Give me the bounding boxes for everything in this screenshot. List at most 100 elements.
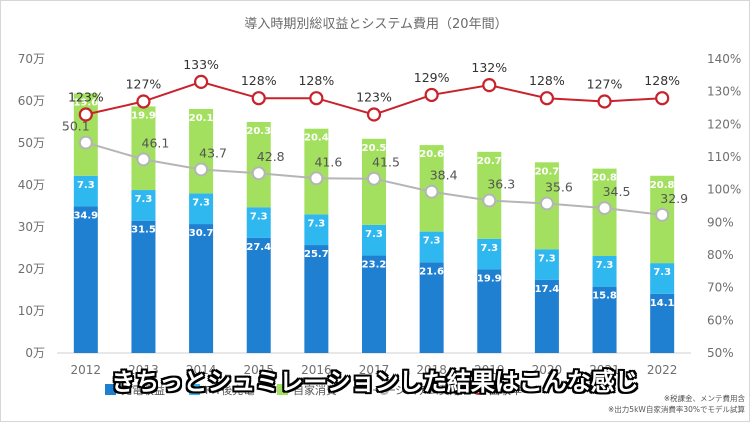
bar-segment-fit-after [419,231,444,263]
recovery-rate-point [251,91,266,106]
bar-segment-fit-after [246,207,271,238]
bar-segment-fit-after [73,175,98,207]
y-right-tick-label: 60% [707,313,734,327]
legend-label: 売電収益 [121,383,165,397]
recovery-rate-label: 127% [587,76,623,91]
y-right-tick-label: 110% [707,150,741,164]
system-cost-point [78,135,93,150]
bar-segment-fit-after [131,190,156,221]
legend-swatch [189,384,200,395]
bar-segment-sales [246,237,271,353]
system-cost-label: 50.1 [62,119,90,134]
bar-segment-label: 7.3 [250,211,268,222]
x-tick-label: 2020 [532,363,563,377]
bar-segment-self-consumption [246,122,271,208]
bar-segment-label: 19.6 [73,97,98,108]
y-right-tick-label: 130% [707,85,741,99]
bar-segment-label: 27.4 [246,242,271,253]
recovery-rate-point [193,74,209,89]
x-tick-label: 2012 [71,363,102,377]
system-cost-point [597,201,612,216]
y-right-tick-label: 120% [707,117,741,131]
bar-segment-label: 7.3 [192,197,210,208]
x-tick-label: 2018 [416,363,447,377]
bar-segment-label: 31.5 [131,225,156,236]
bar-segment-label: 20.7 [535,166,560,177]
bar-segment-fit-after [477,238,502,270]
bar-segment-label: 7.3 [596,260,614,271]
system-cost-label: 41.5 [372,155,400,170]
legend-marker [379,385,389,395]
system-cost-label: 32.9 [660,191,688,206]
bar-segment-fit-after [592,255,617,287]
x-tick-label: 2016 [301,363,332,377]
bar-segment-label: 7.3 [77,180,95,191]
subtitle-caption: きちっとシュミレーションした結果はこんな感じ [111,368,639,396]
recovery-rate-label: 128% [644,73,680,88]
bar-segment-label: 7.3 [135,194,153,205]
bar-segment-label: 7.3 [365,229,383,240]
x-tick-label: 2021 [589,363,620,377]
bar-segment-label: 20.8 [592,173,617,184]
y-right-tick-label: 70% [707,281,734,295]
bar-segment-label: 20.5 [362,143,387,154]
bar-segment-fit-after [304,214,329,246]
y-right-tick-label: 90% [707,215,734,229]
y-left-tick-label: 30万 [18,220,45,234]
system-cost-label: 34.5 [603,184,631,199]
recovery-rate-point [482,78,497,93]
bar-segment-label: 20.1 [189,113,214,124]
bar-segment-fit-after [650,263,675,294]
system-cost-point [539,196,554,211]
system-cost-point [655,207,670,222]
bar-segment-label: 20.8 [650,180,675,191]
bar-segment-sales [650,293,675,353]
y-left-tick-label: 40万 [18,178,45,192]
system-cost-label: 46.1 [142,135,170,150]
recovery-rate-point [78,107,93,122]
bar-segment-sales [477,269,502,353]
footnote: ※税課金、メンテ費用含 [664,393,746,403]
legend-label: 回収率 [489,383,522,397]
system-cost-label: 41.6 [314,154,342,169]
bar-segment-fit-after [362,224,386,256]
bar-segment-label: 34.9 [73,210,98,221]
bar-segment-self-consumption [131,106,156,191]
bar-segment-fit-after [189,193,214,225]
x-tick-label: 2013 [128,363,159,377]
recovery-rate-label: 123% [356,90,392,105]
bar-segment-label: 19.9 [477,273,502,284]
recovery-rate-point [366,107,382,122]
bar-segment-sales [534,279,559,353]
x-tick-label: 2019 [474,363,505,377]
x-tick-label: 2017 [359,363,390,377]
bar-segment-label: 20.6 [419,149,444,160]
bar-segment-label: 7.3 [653,267,671,278]
bar-segment-sales [592,286,617,353]
system-cost-point [367,171,381,186]
system-cost-label: 43.7 [199,145,227,160]
bar-segment-label: 15.8 [592,291,617,302]
bar-segment-label: 20.3 [246,126,271,137]
system-cost-point [482,193,497,208]
y-right-tick-label: 50% [707,346,734,360]
recovery-rate-point [539,91,555,106]
bar-segment-label: 23.2 [362,260,387,271]
recovery-rate-label: 129% [414,70,450,85]
bar-segment-label: 20.4 [304,133,329,144]
system-cost-point [424,184,439,199]
bar-segment-label: 20.7 [477,156,502,167]
x-tick-label: 2015 [243,363,274,377]
y-left-tick-label: 70万 [18,52,45,66]
bar-segment-label: 17.4 [535,284,560,295]
legend-swatch [277,384,288,395]
bar-segment-self-consumption [189,108,214,194]
recovery-rate-label: 128% [298,73,334,88]
x-tick-label: 2022 [647,363,678,377]
y-right-tick-label: 100% [707,183,741,197]
system-cost-point [136,152,151,167]
legend-label: システム費用 [395,383,461,397]
bar-segment-sales [304,245,329,353]
